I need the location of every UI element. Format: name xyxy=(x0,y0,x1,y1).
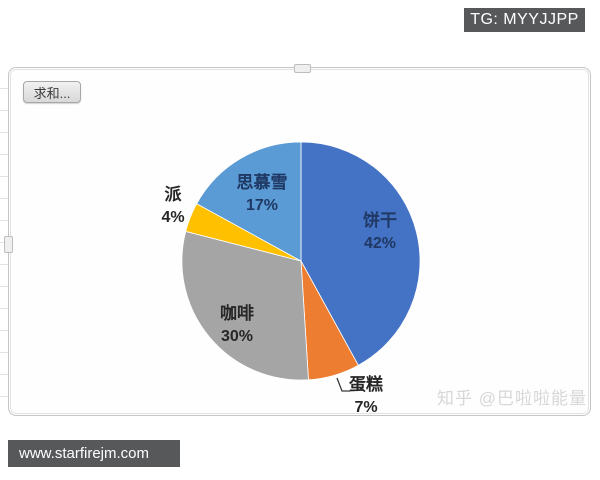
pie-label-蛋糕: 蛋糕 7% xyxy=(349,374,383,416)
svg-text:派: 派 xyxy=(165,185,183,204)
svg-text:蛋糕: 蛋糕 xyxy=(349,374,383,394)
leader-line-蛋糕 xyxy=(336,377,350,392)
pivot-field-button-label: 求和... xyxy=(33,85,71,101)
svg-text:17%: 17% xyxy=(246,197,278,214)
pivot-field-button[interactable]: 求和... xyxy=(23,81,81,103)
footer-url-bar: www.starfirejm.com xyxy=(8,440,180,467)
pie-label-思慕雪: 思慕雪 17% xyxy=(237,172,288,214)
pie-slice-咖啡[interactable] xyxy=(181,230,309,381)
watermark-text: 知乎 @巴啦啦能量 xyxy=(437,389,587,408)
tg-contact-text: TG: MYYJJPP xyxy=(470,11,579,28)
svg-text:咖啡: 咖啡 xyxy=(220,303,254,323)
svg-text:42%: 42% xyxy=(364,235,396,252)
pie-label-派: 派 4% xyxy=(161,185,184,226)
pie-slice-思慕雪[interactable] xyxy=(196,141,302,262)
svg-text:饼干: 饼干 xyxy=(363,210,397,230)
selection-handle-left[interactable] xyxy=(4,236,13,253)
pie-label-饼干: 饼干 42% xyxy=(363,210,397,252)
svg-text:4%: 4% xyxy=(161,209,184,226)
svg-text:30%: 30% xyxy=(221,328,253,345)
footer-url-text: www.starfirejm.com xyxy=(19,445,150,462)
svg-text:思慕雪: 思慕雪 xyxy=(237,172,288,192)
pie-slice-饼干[interactable] xyxy=(300,141,421,366)
selection-handle-top[interactable] xyxy=(294,64,311,73)
svg-text:7%: 7% xyxy=(354,399,377,416)
pie-label-咖啡: 咖啡 30% xyxy=(220,303,254,345)
tg-contact-badge: TG: MYYJJPP xyxy=(464,8,585,32)
